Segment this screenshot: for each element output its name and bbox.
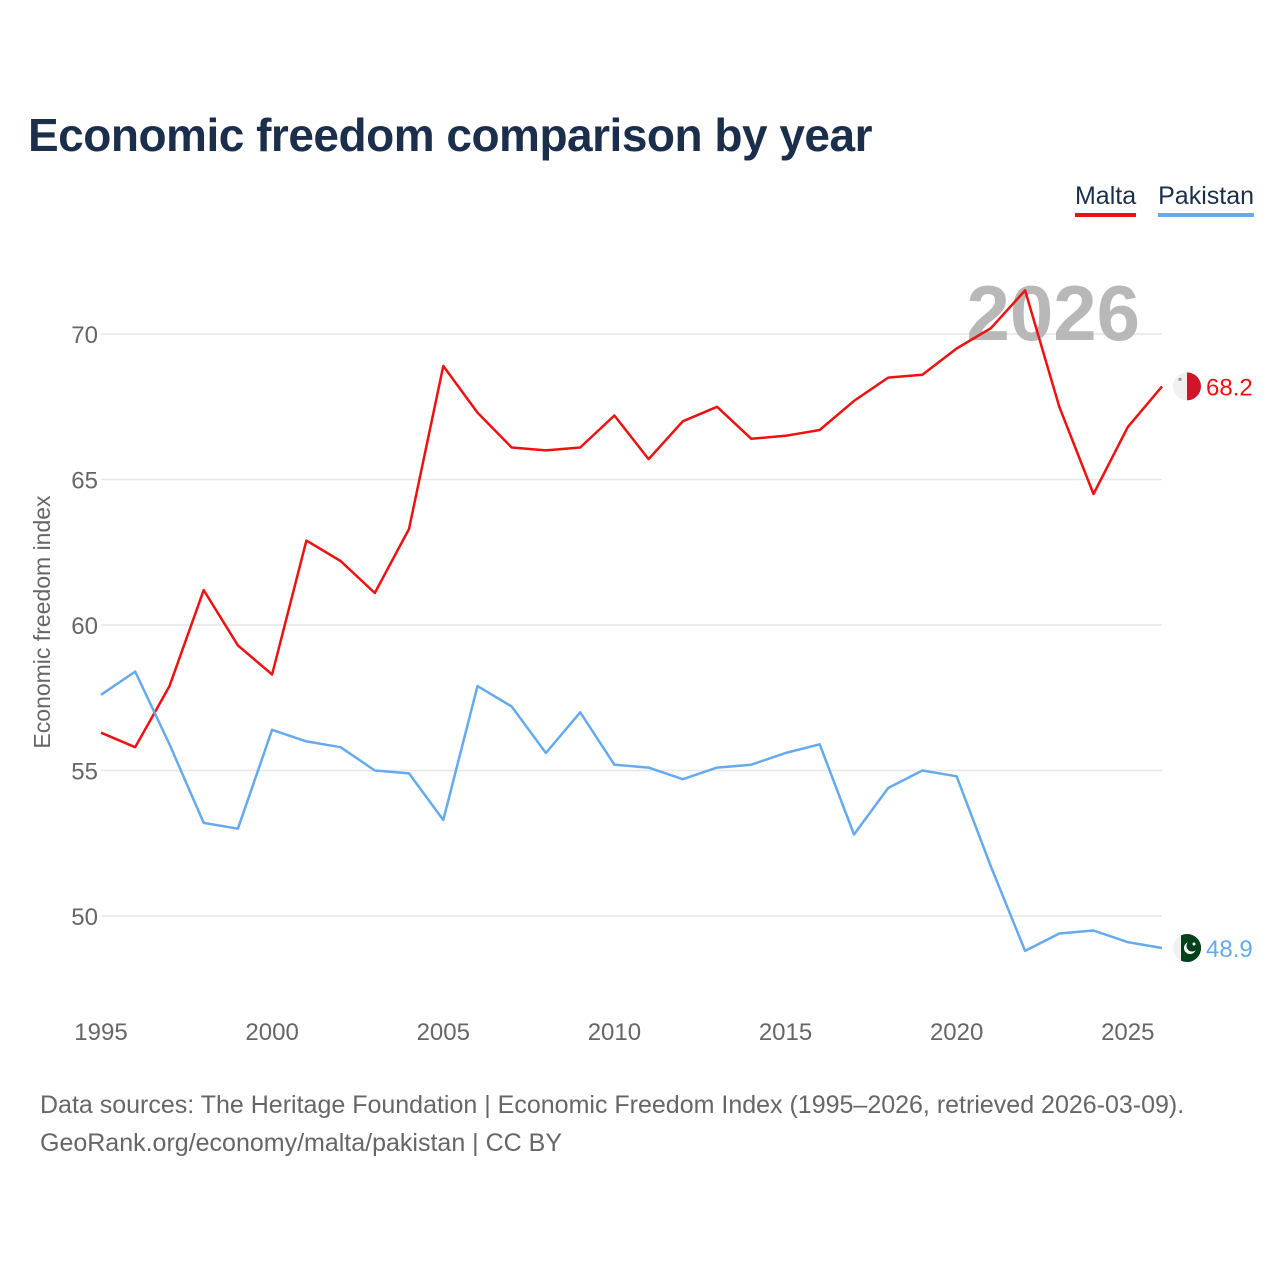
x-tick-label: 2005: [417, 1019, 470, 1046]
y-axis-ticks: 50 55 60 65 70: [71, 322, 98, 931]
source-line-1: Data sources: The Heritage Foundation | …: [40, 1091, 1185, 1119]
series-lines: [100, 289, 1163, 953]
y-tick-label: 50: [71, 904, 98, 931]
x-axis-ticks: 1995 2000 2005 2010 2015 2020 2025: [74, 1019, 1154, 1046]
x-tick-label: 2020: [930, 1019, 983, 1046]
end-label-malta: 68.2: [1206, 374, 1253, 401]
x-tick-label: 2025: [1101, 1019, 1154, 1046]
legend-item-pakistan[interactable]: Pakistan: [1158, 182, 1254, 217]
x-tick-label: 1995: [74, 1019, 127, 1046]
series-line-pakistan[interactable]: [100, 670, 1163, 953]
malta-flag-icon: [1173, 372, 1201, 401]
end-label-pakistan: 48.9: [1206, 936, 1253, 963]
year-watermark: 2026: [966, 269, 1140, 357]
y-tick-label: 60: [71, 613, 98, 640]
x-tick-label: 2000: [245, 1019, 298, 1046]
chart-title: Economic freedom comparison by year: [28, 109, 873, 161]
source-line-2[interactable]: GeoRank.org/economy/malta/pakistan | CC …: [40, 1129, 563, 1157]
source-note: Data sources: The Heritage Foundation | …: [40, 1086, 1184, 1162]
x-tick-label: 2015: [759, 1019, 812, 1046]
legend: Malta Pakistan: [1074, 182, 1254, 217]
x-tick-label: 2010: [588, 1019, 641, 1046]
gridlines: [101, 333, 1162, 917]
series-line-malta[interactable]: [100, 289, 1163, 749]
y-axis-label: Economic freedom index: [29, 495, 55, 749]
end-markers: 68.2 48.9: [1173, 372, 1253, 963]
y-tick-label: 65: [71, 468, 98, 495]
y-tick-label: 55: [71, 759, 98, 786]
pakistan-flag-icon: [1173, 934, 1201, 963]
legend-item-malta[interactable]: Malta: [1074, 182, 1137, 217]
y-tick-label: 70: [71, 322, 98, 349]
